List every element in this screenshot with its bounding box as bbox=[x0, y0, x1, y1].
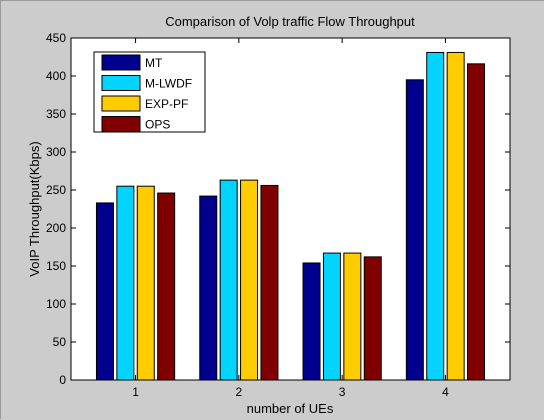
y-tick-label: 0 bbox=[59, 373, 66, 387]
bar-ops-3 bbox=[363, 256, 382, 381]
x-tick-label: 1 bbox=[132, 385, 139, 399]
x-axis-label: number of UEs bbox=[247, 401, 334, 416]
bar-exp-pf-3 bbox=[343, 252, 362, 381]
bar-m-lwdf-2 bbox=[219, 179, 238, 381]
y-tick-label: 150 bbox=[46, 259, 66, 273]
chart-title: Comparison of Volp traffic Flow Throughp… bbox=[165, 14, 415, 29]
y-tick-label: 350 bbox=[46, 107, 66, 121]
bar-mt-2 bbox=[199, 195, 218, 381]
legend-label-ops: OPS bbox=[145, 118, 170, 132]
bar-exp-pf-1 bbox=[136, 185, 155, 381]
legend-swatch-ops bbox=[101, 116, 141, 132]
bar-ops-2 bbox=[260, 184, 279, 381]
bar-ops-4 bbox=[467, 63, 486, 381]
legend-swatch-exp-pf bbox=[101, 95, 141, 112]
legend-label-mt: MT bbox=[145, 56, 163, 70]
legend: MT M-LWDF EXP-PF OPS bbox=[93, 51, 206, 133]
x-tick-label: 3 bbox=[339, 385, 346, 399]
legend-label-exp-pf: EXP-PF bbox=[145, 97, 188, 111]
legend-label-m-lwdf: M-LWDF bbox=[145, 77, 192, 91]
x-tick-label: 2 bbox=[236, 385, 243, 399]
y-tick-label: 250 bbox=[46, 183, 66, 197]
bar-exp-pf-2 bbox=[240, 179, 259, 381]
bar-ops-1 bbox=[157, 192, 176, 381]
bar-m-lwdf-4 bbox=[426, 51, 445, 381]
legend-swatch-mt bbox=[101, 54, 141, 71]
bar-m-lwdf-3 bbox=[322, 252, 341, 381]
bar-series-group bbox=[95, 51, 486, 381]
legend-swatch-m-lwdf bbox=[101, 75, 141, 91]
y-tick-label: 400 bbox=[46, 69, 66, 83]
bar-m-lwdf-1 bbox=[116, 185, 135, 381]
y-axis: 0 50 100 150 200 250 300 350 400 450 bbox=[46, 31, 510, 387]
x-axis: 1 2 3 4 bbox=[132, 38, 449, 399]
bar-mt-1 bbox=[95, 202, 114, 381]
x-tick-label: 4 bbox=[442, 385, 449, 399]
y-tick-label: 300 bbox=[46, 145, 66, 159]
y-tick-label: 450 bbox=[46, 31, 66, 45]
y-tick-label: 200 bbox=[46, 221, 66, 235]
y-tick-label: 100 bbox=[46, 297, 66, 311]
bar-exp-pf-4 bbox=[446, 51, 465, 381]
y-axis-label: VoIP Throughput(Kbps) bbox=[27, 141, 42, 276]
bar-mt-3 bbox=[302, 262, 321, 381]
y-tick-label: 50 bbox=[53, 335, 67, 349]
bar-mt-4 bbox=[405, 79, 424, 381]
